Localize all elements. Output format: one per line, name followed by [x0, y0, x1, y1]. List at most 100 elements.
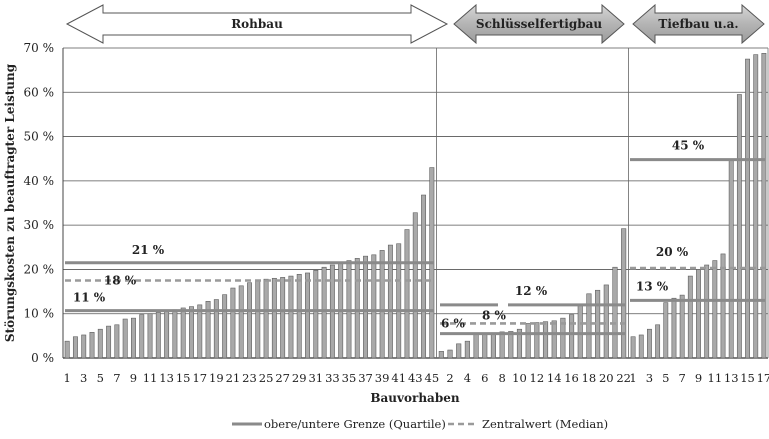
bar [189, 306, 194, 359]
x-tick-label: 5 [97, 371, 104, 385]
bar [745, 58, 750, 359]
axis-layer: 0 % 10 % 20 % 30 % 40 % 50 % 60 % 70 % Störungsk… [3, 41, 769, 405]
bar [371, 254, 377, 359]
bar [387, 244, 393, 359]
bar [630, 336, 636, 359]
bar [164, 311, 170, 359]
x-tick-label: 15 [740, 371, 755, 385]
bar [64, 340, 70, 359]
x-tick-label: 23 [242, 371, 257, 385]
bar [612, 266, 618, 359]
x-tick-label: 16 [564, 371, 579, 385]
bar [447, 349, 453, 359]
x-tick-label: 37 [358, 371, 373, 385]
label-layer: 21 % 18 % 11 % 12 % 8 % 6 % 45 % 20 % 13 % [73, 139, 705, 331]
bar [180, 307, 186, 359]
bar [516, 328, 523, 359]
legend-median-label: Zentralwert (Median) [482, 417, 608, 431]
lower-quartile-label: 6 % [441, 317, 466, 331]
bar [525, 323, 531, 359]
bar [720, 253, 726, 359]
bar [534, 322, 540, 359]
bar [761, 53, 767, 359]
bar [222, 294, 228, 359]
bar [696, 269, 701, 359]
bar [139, 314, 145, 359]
bar [542, 321, 549, 359]
x-tick-label: 9 [130, 371, 137, 385]
bar [230, 287, 236, 359]
bar [728, 159, 734, 359]
x-tick-label: 13 [724, 371, 739, 385]
bar [379, 250, 385, 359]
lower-quartile-label: 11 % [73, 291, 106, 305]
bar [263, 278, 269, 359]
bar [122, 318, 128, 359]
x-tick-label: 13 [159, 371, 174, 385]
x-tick-label: 39 [375, 371, 390, 385]
bar [482, 333, 488, 359]
x-tick-label: 7 [678, 371, 685, 385]
x-tick-label: 41 [391, 371, 406, 385]
x-tick-label: 5 [662, 371, 669, 385]
x-tick-label: 8 [498, 371, 505, 385]
x-tick-label: 22 [616, 371, 631, 385]
bar [106, 325, 112, 359]
bar [172, 309, 178, 359]
x-tick-label: 45 [425, 371, 440, 385]
legend-layer: obere/untere Grenze (Quartile) Zentralwer… [232, 417, 608, 431]
bar [213, 299, 219, 359]
bar [288, 275, 294, 359]
y-tick-label: 10 % [24, 307, 55, 321]
bar [569, 314, 575, 359]
x-tick-label: 17 [192, 371, 207, 385]
bar [438, 351, 444, 359]
y-tick-label: 60 % [24, 85, 55, 99]
bar [663, 302, 669, 359]
x-tick-label: 7 [113, 371, 120, 385]
bar [296, 273, 302, 359]
bar [412, 212, 418, 359]
x-tick-label: 1 [629, 371, 636, 385]
x-tick-label: 4 [464, 371, 471, 385]
bar [603, 284, 609, 359]
bar [421, 194, 427, 359]
x-tick-label: 19 [209, 371, 224, 385]
y-tick-label: 0 % [31, 351, 54, 365]
bar [305, 272, 310, 359]
bar [621, 228, 627, 359]
median-label: 8 % [482, 308, 507, 322]
line-layer [65, 158, 765, 336]
x-tick-label: 17 [757, 371, 769, 385]
x-tick-label: 20 [599, 371, 614, 385]
bar [464, 340, 470, 359]
y-tick-label: 50 % [24, 130, 55, 144]
bar [271, 277, 277, 359]
bar [490, 332, 496, 359]
arrow-schluesselfertigbau-label: Schlüsselfertigbau [476, 17, 602, 31]
median-label: 18 % [104, 274, 137, 288]
bar [89, 332, 95, 359]
bar [354, 258, 360, 359]
bar [247, 282, 252, 359]
bar [147, 313, 153, 359]
legend-quartile-label: obere/untere Grenze (Quartile) [264, 417, 446, 431]
x-tick-label: 12 [530, 371, 545, 385]
median-label: 20 % [656, 245, 689, 259]
bar [205, 301, 211, 359]
x-tick-label: 3 [646, 371, 653, 385]
bar [655, 324, 661, 359]
bar [404, 229, 410, 359]
arrow-rohbau-shape [65, 4, 449, 44]
x-tick-label: 35 [342, 371, 357, 385]
bar [647, 328, 652, 359]
bar [363, 255, 368, 359]
x-tick-label: 15 [176, 371, 191, 385]
y-tick-label: 70 % [24, 41, 55, 55]
x-tick-label: 29 [292, 371, 307, 385]
x-tick-label: 25 [259, 371, 274, 385]
y-tick-label: 20 % [24, 262, 55, 276]
bar [255, 280, 261, 359]
x-tick-label: 43 [408, 371, 423, 385]
